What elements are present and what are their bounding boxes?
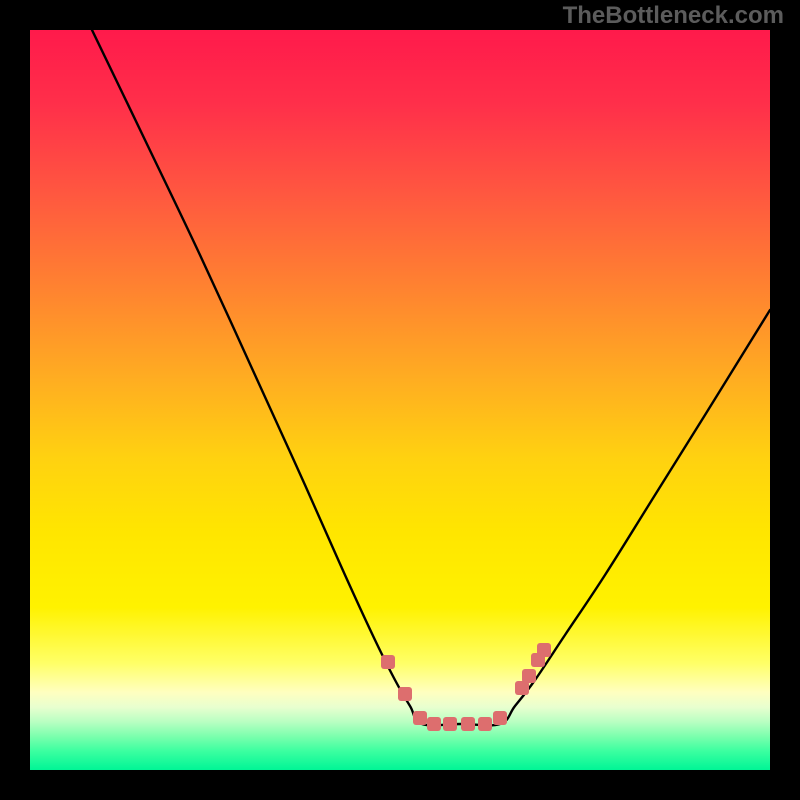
- data-marker: [515, 681, 529, 695]
- bottleneck-curve: [92, 30, 770, 725]
- data-marker: [443, 717, 457, 731]
- watermark-text: TheBottleneck.com: [563, 2, 784, 30]
- data-marker: [493, 711, 507, 725]
- data-marker: [427, 717, 441, 731]
- data-marker: [537, 643, 551, 657]
- plot-area: [30, 30, 770, 770]
- data-marker: [413, 711, 427, 725]
- data-marker: [478, 717, 492, 731]
- curve-layer: [30, 30, 770, 770]
- data-marker: [381, 655, 395, 669]
- data-marker: [522, 669, 536, 683]
- data-marker: [461, 717, 475, 731]
- data-marker: [398, 687, 412, 701]
